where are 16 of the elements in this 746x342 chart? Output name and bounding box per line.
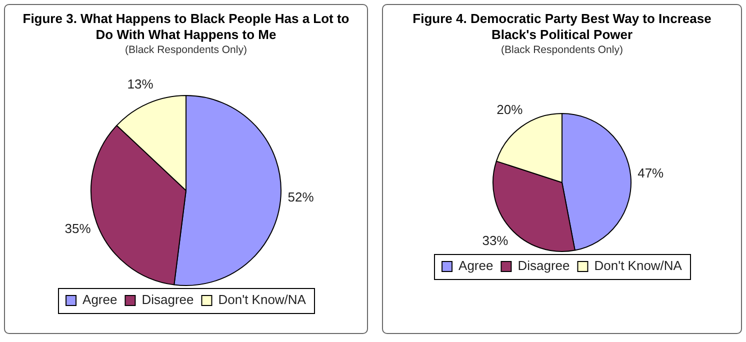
chart-subtitle: (Black Respondents Only) xyxy=(500,44,624,56)
chart-title: Figure 3. What Happens to Black People Has a Lot to Do With What Happens to Me xyxy=(22,10,350,43)
legend-label: Agree xyxy=(458,258,494,274)
legend-label: Agree xyxy=(82,292,118,308)
legend-label: Don't Know/NA xyxy=(594,258,682,274)
data-label: 13% xyxy=(127,76,154,92)
data-label: 52% xyxy=(288,189,314,204)
legend-label: Disagree xyxy=(142,292,194,308)
data-label: 20% xyxy=(496,102,524,118)
data-label: 47% xyxy=(638,166,664,181)
data-label: 33% xyxy=(482,232,509,248)
data-label: 35% xyxy=(64,221,92,236)
legend-label: Disagree xyxy=(518,258,570,274)
chart-title: Figure 4. Democratic Party Best Way to Increase Black's Political Power xyxy=(412,10,712,43)
chart-subtitle: (Black Respondents Only) xyxy=(124,44,248,56)
legend-label: Don't Know/NA xyxy=(218,292,306,308)
